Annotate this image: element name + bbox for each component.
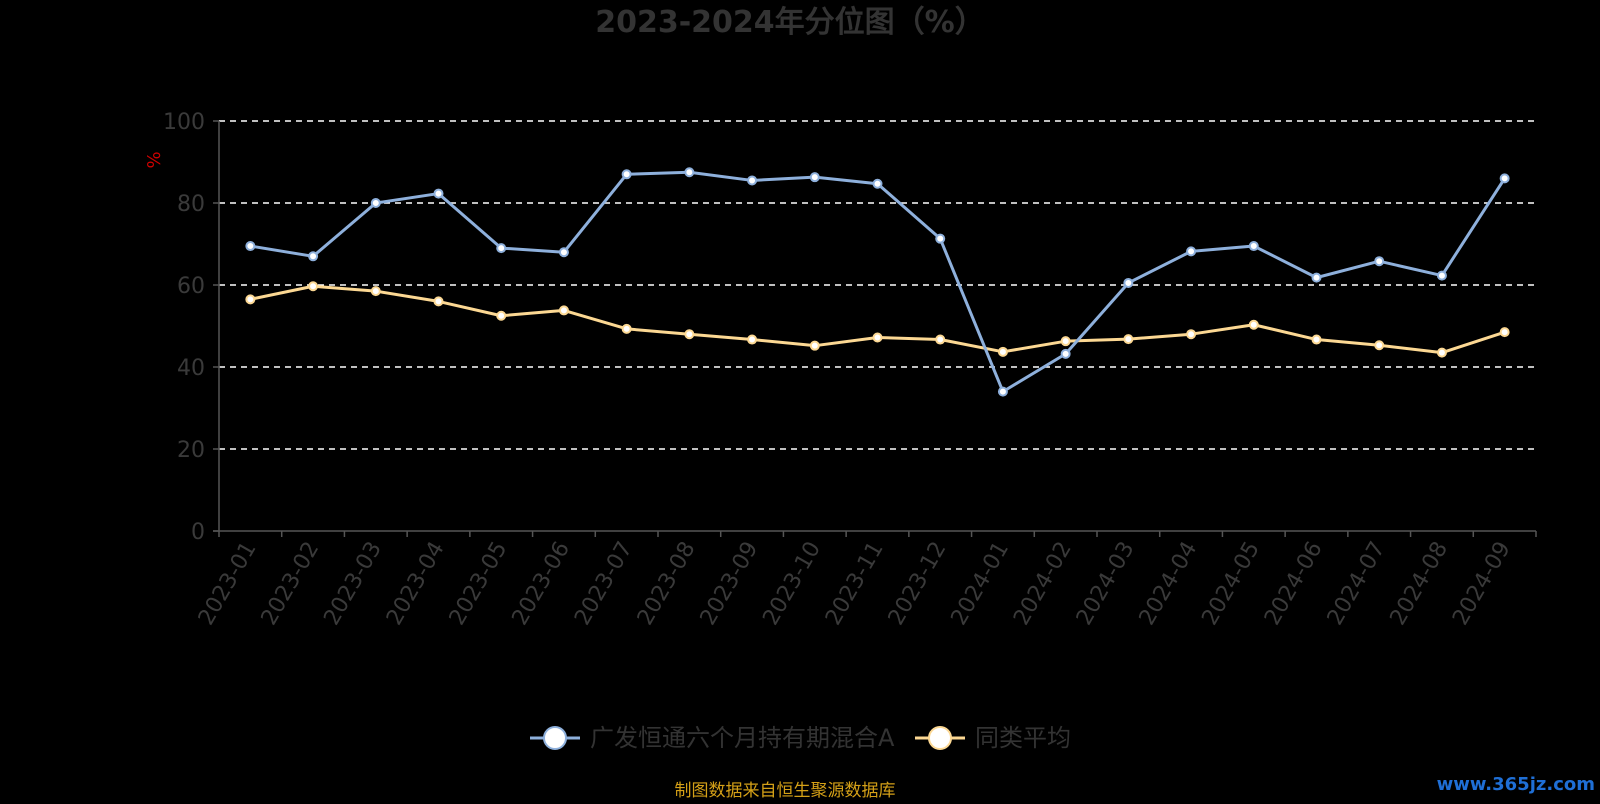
y-tick-label: 60 bbox=[177, 274, 205, 299]
chart-title: 2023-2024年分位图（%） bbox=[595, 5, 985, 40]
data-point[interactable] bbox=[558, 247, 569, 258]
x-tick-label: 2024-04 bbox=[1135, 538, 1203, 630]
y-tick-label: 100 bbox=[163, 110, 205, 135]
data-point[interactable] bbox=[1311, 334, 1322, 345]
data-point[interactable] bbox=[308, 281, 319, 292]
x-tick-label: 2024-07 bbox=[1323, 538, 1391, 630]
x-tick-label: 2024-02 bbox=[1009, 538, 1077, 630]
data-point[interactable] bbox=[1060, 336, 1071, 347]
data-point[interactable] bbox=[1374, 256, 1385, 267]
data-point[interactable] bbox=[684, 329, 695, 340]
x-tick-label: 2024-09 bbox=[1448, 538, 1516, 630]
x-tick-label: 2023-03 bbox=[319, 538, 387, 630]
x-tick-label: 2023-09 bbox=[696, 538, 764, 630]
data-point[interactable] bbox=[1311, 272, 1322, 283]
y-axis-label: % bbox=[144, 151, 165, 168]
data-point[interactable] bbox=[997, 386, 1008, 397]
x-tick-label: 2023-02 bbox=[257, 538, 325, 630]
data-point[interactable] bbox=[1436, 270, 1447, 281]
data-point[interactable] bbox=[1060, 348, 1071, 359]
data-point[interactable] bbox=[809, 340, 820, 351]
data-point[interactable] bbox=[370, 198, 381, 208]
x-tick-label: 2024-08 bbox=[1386, 538, 1454, 630]
data-point[interactable] bbox=[935, 334, 946, 345]
legend[interactable]: 广发恒通六个月持有期混合A 同类平均 bbox=[530, 724, 1071, 752]
data-point[interactable] bbox=[872, 332, 883, 343]
x-tick-label: 2023-07 bbox=[570, 538, 638, 630]
y-tick-label: 80 bbox=[177, 192, 205, 217]
data-point[interactable] bbox=[1186, 329, 1197, 340]
x-tick-label: 2023-11 bbox=[821, 538, 889, 630]
watermark: www.365jz.com bbox=[1437, 774, 1595, 795]
data-point[interactable] bbox=[1499, 173, 1510, 184]
data-point[interactable] bbox=[747, 334, 758, 345]
source-note: 制图数据来自恒生聚源数据库 bbox=[675, 781, 896, 800]
legend-label[interactable]: 广发恒通六个月持有期混合A bbox=[590, 724, 895, 752]
x-tick-label: 2024-06 bbox=[1260, 538, 1328, 630]
data-point[interactable] bbox=[1123, 334, 1134, 345]
data-point[interactable] bbox=[872, 178, 883, 189]
data-point[interactable] bbox=[308, 251, 319, 262]
data-point[interactable] bbox=[496, 243, 507, 254]
data-point[interactable] bbox=[245, 294, 256, 305]
x-tick-label: 2023-06 bbox=[508, 538, 576, 630]
axes bbox=[213, 120, 1537, 537]
data-point[interactable] bbox=[1248, 241, 1259, 252]
data-point[interactable] bbox=[433, 188, 444, 199]
data-point[interactable] bbox=[1248, 319, 1259, 330]
x-tick-label: 2023-10 bbox=[758, 538, 826, 630]
series-group bbox=[245, 167, 1510, 397]
x-tick-label: 2023-12 bbox=[884, 538, 952, 630]
legend-marker bbox=[543, 726, 567, 750]
x-tick-label: 2023-01 bbox=[194, 538, 262, 630]
x-tick-label: 2024-01 bbox=[947, 538, 1015, 630]
legend-marker bbox=[928, 726, 952, 750]
data-point[interactable] bbox=[621, 169, 632, 180]
data-point[interactable] bbox=[747, 175, 758, 186]
x-tick-label: 2023-05 bbox=[445, 538, 513, 630]
x-tick-label: 2023-08 bbox=[633, 538, 701, 630]
data-point[interactable] bbox=[433, 296, 444, 307]
y-tick-label: 20 bbox=[177, 438, 205, 463]
data-point[interactable] bbox=[245, 241, 256, 252]
data-point[interactable] bbox=[684, 167, 695, 178]
data-point[interactable] bbox=[558, 305, 569, 316]
grid-lines bbox=[219, 120, 1536, 450]
x-tick-label: 2024-03 bbox=[1072, 538, 1140, 630]
data-point[interactable] bbox=[496, 310, 507, 321]
x-tick-label: 2023-04 bbox=[382, 538, 450, 630]
data-point[interactable] bbox=[935, 233, 946, 244]
y-tick-labels: 0 20 40 60 80 100 bbox=[163, 110, 205, 545]
data-point[interactable] bbox=[621, 323, 632, 334]
data-point[interactable] bbox=[1499, 327, 1510, 338]
data-point[interactable] bbox=[370, 286, 381, 297]
legend-label[interactable]: 同类平均 bbox=[975, 724, 1071, 752]
data-point[interactable] bbox=[809, 172, 820, 183]
data-point[interactable] bbox=[1123, 277, 1134, 288]
data-point[interactable] bbox=[1374, 340, 1385, 351]
x-tick-labels: 2023-012023-022023-032023-042023-052023-… bbox=[194, 538, 1516, 630]
y-tick-label: 0 bbox=[191, 520, 205, 545]
data-point[interactable] bbox=[1436, 347, 1447, 358]
data-point[interactable] bbox=[997, 346, 1008, 357]
x-tick-label: 2024-05 bbox=[1197, 538, 1265, 630]
data-point[interactable] bbox=[1186, 246, 1197, 257]
y-tick-label: 40 bbox=[177, 356, 205, 381]
